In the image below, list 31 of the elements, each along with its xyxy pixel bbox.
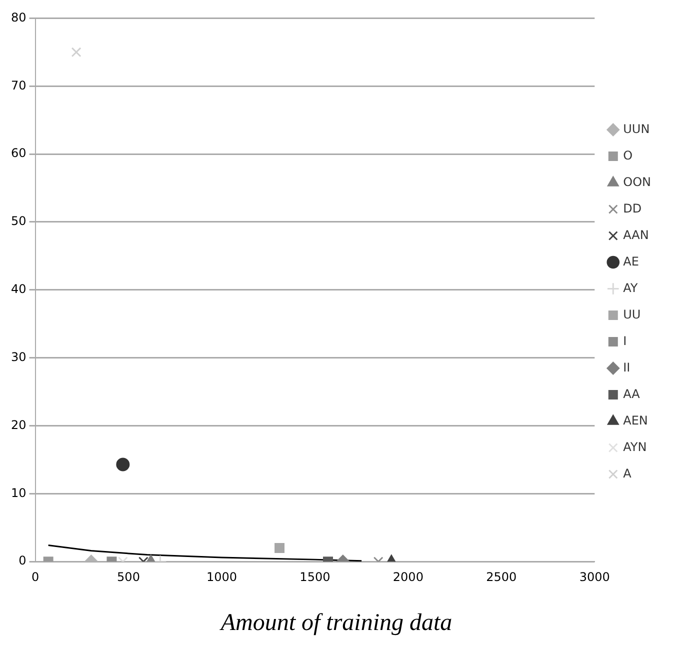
y-tick-label: 50 (10, 214, 26, 228)
legend-label: II (623, 360, 630, 374)
legend-label: O (623, 148, 633, 162)
x-tick-label: 2000 (392, 570, 424, 584)
legend-label: AY (623, 280, 638, 295)
y-tick-label: 20 (10, 418, 26, 432)
legend-label: AE (623, 254, 639, 268)
x-tick-label: 500 (117, 570, 140, 584)
legend-label: AAN (623, 228, 649, 242)
x-axis-title: Amount of training data (218, 610, 454, 637)
legend-label: AEN (623, 413, 648, 428)
y-tick-label: 80 (10, 10, 26, 24)
y-tick-label: 30 (10, 350, 26, 364)
legend-label: DD (623, 201, 642, 216)
legend-label: OON (623, 174, 652, 189)
legend-label: I (623, 334, 627, 348)
x-tick-label: 0 (31, 570, 40, 584)
y-tick-label: 60 (10, 146, 26, 160)
legend-label: UU (623, 307, 641, 322)
legend-label: AYN (623, 440, 647, 454)
legend-label: AA (623, 386, 641, 401)
y-tick-label: 10 (10, 486, 26, 500)
y-tick-label: 70 (10, 78, 26, 92)
y-tick-label: 0 (18, 554, 26, 568)
y-tick-label: 40 (10, 282, 26, 296)
legend-label: A (623, 466, 632, 480)
x-tick-label: 1500 (300, 570, 330, 584)
x-tick-label: 2500 (486, 570, 517, 584)
legend-label: UUN (623, 122, 650, 136)
x-tick-label: 3000 (579, 570, 610, 584)
x-tick-label: 1000 (206, 570, 237, 584)
